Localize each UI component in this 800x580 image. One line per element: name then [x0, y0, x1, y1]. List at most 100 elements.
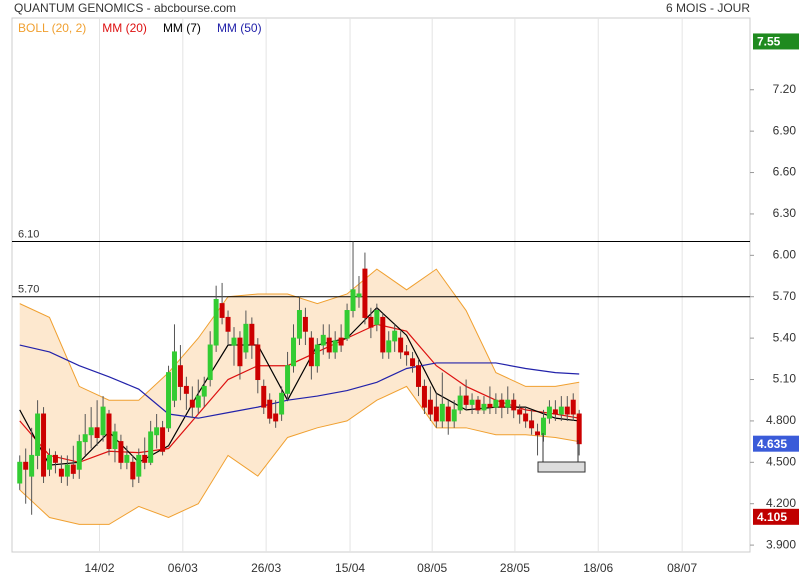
candle-body — [421, 385, 427, 408]
candle-body — [177, 365, 183, 387]
candle-body — [570, 399, 576, 415]
candle-body — [439, 403, 445, 422]
candle-body — [326, 337, 332, 353]
candle-body — [523, 413, 529, 422]
x-tick-label: 28/05 — [500, 561, 530, 575]
candle-body — [58, 468, 64, 477]
candle-body — [398, 337, 404, 353]
candle-body — [410, 358, 416, 367]
y-tick-label: 4.500 — [766, 454, 796, 468]
candle-body — [415, 365, 421, 387]
legend-entry: MM (20) — [102, 21, 147, 35]
price-marker-label: 4.635 — [757, 437, 787, 451]
price-marker — [753, 435, 799, 452]
candle-body — [285, 365, 291, 394]
candle-body — [100, 406, 106, 436]
y-tick-label: 4.800 — [766, 413, 796, 427]
candle-body — [171, 351, 177, 401]
y-tick-label: 6.00 — [773, 248, 797, 262]
candle-body — [487, 403, 493, 408]
candle-body — [302, 316, 308, 332]
candle-body — [46, 454, 52, 470]
candle-body — [118, 441, 124, 463]
candle-body — [237, 337, 243, 367]
moving-average — [19, 344, 580, 419]
candle-body — [576, 413, 582, 445]
candle-body — [41, 413, 47, 477]
y-tick-label: 7.20 — [773, 82, 797, 96]
y-tick-label: 5.40 — [773, 330, 797, 344]
candle-body — [189, 399, 195, 408]
candle-body — [166, 372, 172, 429]
candle-body — [308, 337, 314, 367]
candle-body — [380, 316, 386, 353]
candle-body — [82, 434, 88, 443]
y-tick-label: 4.200 — [766, 496, 796, 510]
y-tick-label: 5.10 — [773, 372, 797, 386]
price-marker-label: 4.105 — [757, 510, 787, 524]
candle-body — [445, 406, 451, 422]
y-tick-label: 6.30 — [773, 206, 797, 220]
moving-average — [19, 323, 580, 463]
candle-body — [70, 464, 76, 474]
candle-body — [219, 303, 225, 318]
candle-body — [332, 340, 338, 353]
candle-body — [76, 441, 82, 470]
candle-body — [392, 330, 398, 342]
candle-body — [88, 427, 94, 436]
candle-body — [469, 399, 475, 405]
y-tick-label: 3.900 — [766, 537, 796, 551]
candle-body — [267, 399, 273, 419]
candle-body — [344, 310, 350, 339]
y-tick-label: 6.90 — [773, 123, 797, 137]
candle-body — [499, 399, 505, 408]
price-marker — [753, 33, 799, 50]
candle-body — [493, 399, 499, 408]
candle-body — [314, 344, 320, 367]
candle-body — [142, 454, 148, 463]
candle-body — [225, 316, 231, 332]
candle-body — [106, 413, 112, 450]
candle-body — [201, 385, 207, 397]
legend-entry: MM (50) — [217, 21, 262, 35]
candle-body — [130, 461, 136, 480]
candle-body — [511, 399, 517, 411]
candle-body — [255, 344, 261, 381]
candle-body — [362, 268, 368, 318]
level-label: 6.10 — [18, 228, 39, 240]
candle-body — [243, 323, 249, 353]
range-box — [537, 461, 586, 473]
candle-body — [386, 340, 392, 353]
candle-body — [463, 395, 469, 405]
x-tick-label: 14/02 — [84, 561, 114, 575]
candle-body — [540, 417, 546, 436]
candle-body — [249, 323, 255, 346]
candle-body — [475, 399, 481, 411]
candle-body — [261, 385, 267, 408]
candle-body — [279, 392, 285, 415]
candle-body — [356, 293, 362, 298]
x-tick-label: 18/06 — [583, 561, 613, 575]
candle-body — [29, 454, 35, 477]
candle-body — [112, 431, 118, 450]
candle-body — [535, 431, 541, 436]
candle-body — [183, 385, 189, 394]
x-tick-label: 06/03 — [168, 561, 198, 575]
candle-body — [273, 413, 279, 422]
x-tick-label: 26/03 — [251, 561, 281, 575]
candle-body — [23, 461, 29, 470]
candle-body — [374, 310, 380, 325]
candle-body — [296, 310, 302, 339]
y-tick-label: 5.70 — [773, 289, 797, 303]
candle-body — [517, 409, 523, 415]
candle-body — [64, 464, 70, 477]
candle-body — [35, 413, 41, 456]
candle-body — [94, 427, 100, 438]
candle-body — [124, 454, 130, 463]
bollinger-area — [19, 269, 580, 525]
candle-body — [457, 395, 463, 411]
y-tick-label: 6.60 — [773, 165, 797, 179]
candle-body — [195, 395, 201, 408]
chart-subtitle: 6 MOIS - JOUR — [666, 1, 750, 15]
candle-body — [231, 337, 237, 346]
